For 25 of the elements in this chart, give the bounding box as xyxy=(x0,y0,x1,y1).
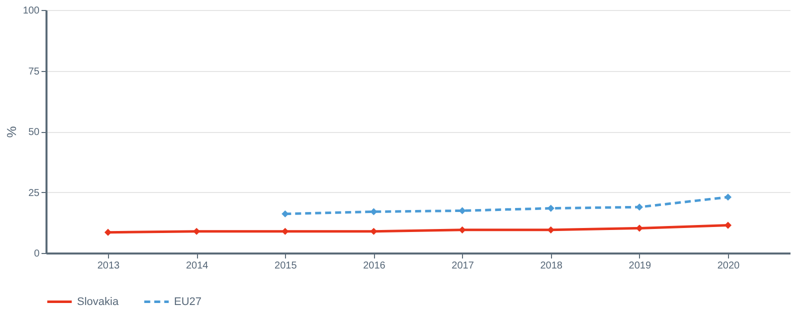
point xyxy=(370,208,378,216)
x-tick-label: 2018 xyxy=(540,260,563,272)
point xyxy=(547,226,554,234)
point xyxy=(724,194,732,201)
y-axis-title: % xyxy=(4,126,19,138)
point xyxy=(547,204,554,212)
y-tick-label: 100 xyxy=(22,6,40,16)
x-tick-label: 2020 xyxy=(717,260,740,272)
point xyxy=(370,228,378,235)
legend-label: Slovakia xyxy=(77,296,120,308)
x-tick-label: 2017 xyxy=(452,260,474,272)
legend-label: EU27 xyxy=(174,296,202,308)
point xyxy=(282,228,289,235)
point xyxy=(193,228,200,235)
x-tick-label: 2015 xyxy=(274,260,298,272)
point xyxy=(724,222,732,229)
y-tick-label: 0 xyxy=(34,248,40,260)
x-tick-label: 2013 xyxy=(97,260,120,272)
x-tick-label: 2016 xyxy=(363,260,386,272)
x-tick-label: 2014 xyxy=(186,260,209,272)
point xyxy=(458,226,466,234)
x-tick-label: 2019 xyxy=(628,260,652,272)
y-tick-label: 50 xyxy=(28,127,40,138)
y-tick-label: 75 xyxy=(28,66,40,78)
y-tick-label: 25 xyxy=(28,188,40,199)
